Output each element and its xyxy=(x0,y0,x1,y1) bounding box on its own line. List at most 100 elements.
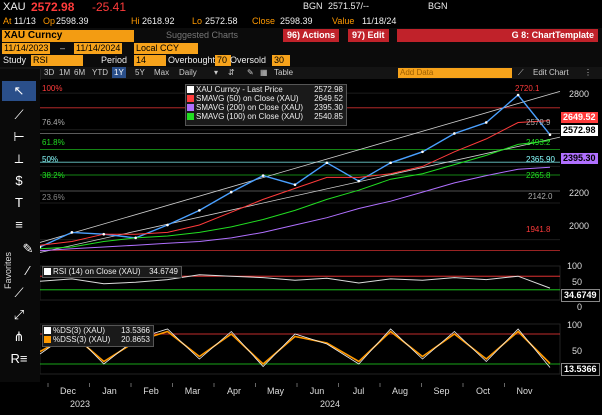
pointer-icon[interactable]: ↖ xyxy=(2,81,36,101)
overbought-input[interactable]: 70 xyxy=(215,55,231,66)
actions-button[interactable]: 96) Actions xyxy=(283,29,340,42)
price-legend: XAU Curncy - Last Price 2572.98 SMAVG (50… xyxy=(185,84,347,126)
suggested-charts[interactable]: Suggested Charts xyxy=(166,30,239,40)
legend-sma100[interactable]: SMAVG (100) on Close (XAU) 2540.85 xyxy=(186,112,346,121)
legend-sma50[interactable]: SMAVG (50) on Close (XAU) 2649.52 xyxy=(186,94,346,103)
fib-23-label: 23.6% xyxy=(42,193,65,202)
chevron-down-icon[interactable]: ▾ xyxy=(214,68,219,77)
measure-tool-icon[interactable]: ≡ xyxy=(15,217,23,232)
period-3d[interactable]: 3D xyxy=(44,68,55,77)
stoch-axis-50: 50 xyxy=(572,346,583,356)
table-button[interactable]: Table xyxy=(274,68,294,77)
price-point xyxy=(229,190,233,194)
annotate-icon[interactable]: ✎ xyxy=(247,68,254,77)
add-data-input[interactable]: Add Data xyxy=(398,68,512,78)
line-chart-icon[interactable]: ⟋ xyxy=(518,68,524,77)
x-axis-month-label: Aug xyxy=(392,386,408,396)
fib-tool-icon[interactable]: ⟂ xyxy=(14,151,24,166)
period-1m[interactable]: 1M xyxy=(59,68,71,77)
rsi-axis-50: 50 xyxy=(572,277,583,287)
fib-76-value: 2579.9 xyxy=(526,118,551,127)
study-input[interactable]: RSI xyxy=(31,55,83,66)
more-icon[interactable]: ⋮ xyxy=(584,68,592,77)
stoch-axis-100: 100 xyxy=(567,320,583,330)
security-toolbar: XAU Curncy Suggested Charts 96) Actions … xyxy=(0,28,602,43)
ticker: XAU xyxy=(3,1,26,13)
stoch-value-tag: 13.5366 xyxy=(561,363,600,376)
pencil-icon[interactable]: ✎ xyxy=(22,241,34,256)
study-label: Study xyxy=(3,55,27,65)
security-input[interactable]: XAU Curncy xyxy=(2,30,134,42)
price-change: -25.41 xyxy=(92,0,127,14)
legend-stoch-d[interactable]: %DSS(3) (XAU) 20.8653 xyxy=(43,335,153,344)
fib-76-label: 76.4% xyxy=(42,118,65,127)
period-ytd[interactable]: YTD xyxy=(92,68,108,77)
x-axis-month-label: Jul xyxy=(353,386,365,396)
legend-rsi[interactable]: RSI (14) on Close (XAU) 34.6749 xyxy=(43,267,181,276)
start-date-input[interactable]: 11/14/2023 xyxy=(2,43,51,54)
period-toolbar: ▤▾ 1D 3D 1M 6M YTD 1Y 5Y Max Daily ▾ ⇵ ✎… xyxy=(0,67,602,79)
template-button[interactable]: G 8: ChartTemplate xyxy=(397,29,598,42)
source-label: BGN xyxy=(303,1,323,11)
fib-61-value: 2493.2 xyxy=(526,138,551,147)
fib-ext-icon[interactable]: ⋔ xyxy=(13,329,25,344)
edit-button[interactable]: 97) Edit xyxy=(348,29,389,42)
legend-last-price[interactable]: XAU Curncy - Last Price 2572.98 xyxy=(186,85,346,94)
x-axis-month-label: Nov xyxy=(516,386,533,396)
period-5y[interactable]: 5Y xyxy=(135,68,145,77)
edit-chart-button[interactable]: Edit Chart xyxy=(533,68,569,77)
chart-canvas[interactable]: Dec Jan Feb Mar Apr May Jun Jul Aug Sep Oct Nov 2023… xyxy=(40,80,602,415)
quote-header: XAU 2572.98 -25.41 BGN 2571.57/-- BGN xyxy=(0,0,602,14)
level-2365-label: 2365.90 xyxy=(526,155,555,164)
stoch-d-line xyxy=(40,330,551,366)
shape-tool-icon[interactable]: ⟋ xyxy=(14,285,24,300)
period-max[interactable]: Max xyxy=(154,68,170,77)
price-point xyxy=(325,161,329,165)
x-axis-month-label: Feb xyxy=(143,386,159,396)
currency-select[interactable]: Local CCY xyxy=(134,43,198,54)
frequency-select[interactable]: Daily xyxy=(179,68,197,77)
stats-bar: At 11/13 Op 2598.39 Hi 2618.92 Lo 2572.5… xyxy=(0,14,602,28)
price-point xyxy=(421,150,424,154)
end-date-input[interactable]: 11/14/2024 xyxy=(74,43,123,54)
text-tool-icon[interactable]: T xyxy=(15,195,23,210)
price-point xyxy=(166,223,169,227)
line-tool-icon[interactable]: ⟋ xyxy=(14,107,24,122)
source-label-2: BGN xyxy=(428,1,448,11)
y-axis-2800: 2800 xyxy=(569,89,590,99)
hline-tool-icon[interactable]: ⊢ xyxy=(13,129,25,144)
compare-icon[interactable]: ⇵ xyxy=(228,68,235,77)
x-axis-year-label: 2024 xyxy=(320,399,340,409)
x-axis-month-label: Jun xyxy=(310,386,325,396)
rsi-axis-100: 100 xyxy=(567,261,583,271)
legend-sma200[interactable]: SMAVG (200) on Close (XAU) 2395.30 xyxy=(186,103,346,112)
rsi-line xyxy=(40,274,551,289)
x-axis-year-label: 2023 xyxy=(70,399,90,409)
fib-100-label: 100% xyxy=(42,84,63,93)
oversold-input[interactable]: 30 xyxy=(272,55,290,66)
period-input[interactable]: 14 xyxy=(134,55,166,66)
legend-stoch-k[interactable]: %DS(3) (XAU) 13.5366 xyxy=(43,326,153,335)
open-value: 2598.39 xyxy=(56,16,89,26)
price-point xyxy=(357,179,361,183)
last-price: 2572.98 xyxy=(31,0,75,14)
stoch-k-line xyxy=(40,328,551,368)
price-point xyxy=(293,183,297,187)
period-6m[interactable]: 6M xyxy=(74,68,86,77)
price-point xyxy=(198,209,201,212)
price-point xyxy=(548,133,552,137)
period-1y[interactable]: 1Y xyxy=(112,67,126,78)
price-point xyxy=(516,93,520,97)
rsi-axis-0: 0 xyxy=(577,302,583,312)
brush-icon[interactable]: ⁄ xyxy=(26,263,30,278)
trend-channel-lower xyxy=(40,136,561,253)
favorites-label[interactable]: Favorites xyxy=(3,251,13,289)
overbought-label: Overbought xyxy=(168,55,216,65)
table-icon[interactable]: ▦ xyxy=(260,68,268,77)
price-tool-icon[interactable]: $ xyxy=(15,173,23,188)
tool-sidebar: ↖ ⟋ ⊢ ⟂ $ T ≡ Favorites ✎ ⁄ ⟋ ⤢ ⋔ R≡ xyxy=(0,69,41,382)
high-label: Hi xyxy=(131,16,140,26)
zoom-icon[interactable]: ⤢ xyxy=(13,307,25,322)
ruler-icon[interactable]: R≡ xyxy=(10,351,28,366)
price-point xyxy=(261,174,265,177)
